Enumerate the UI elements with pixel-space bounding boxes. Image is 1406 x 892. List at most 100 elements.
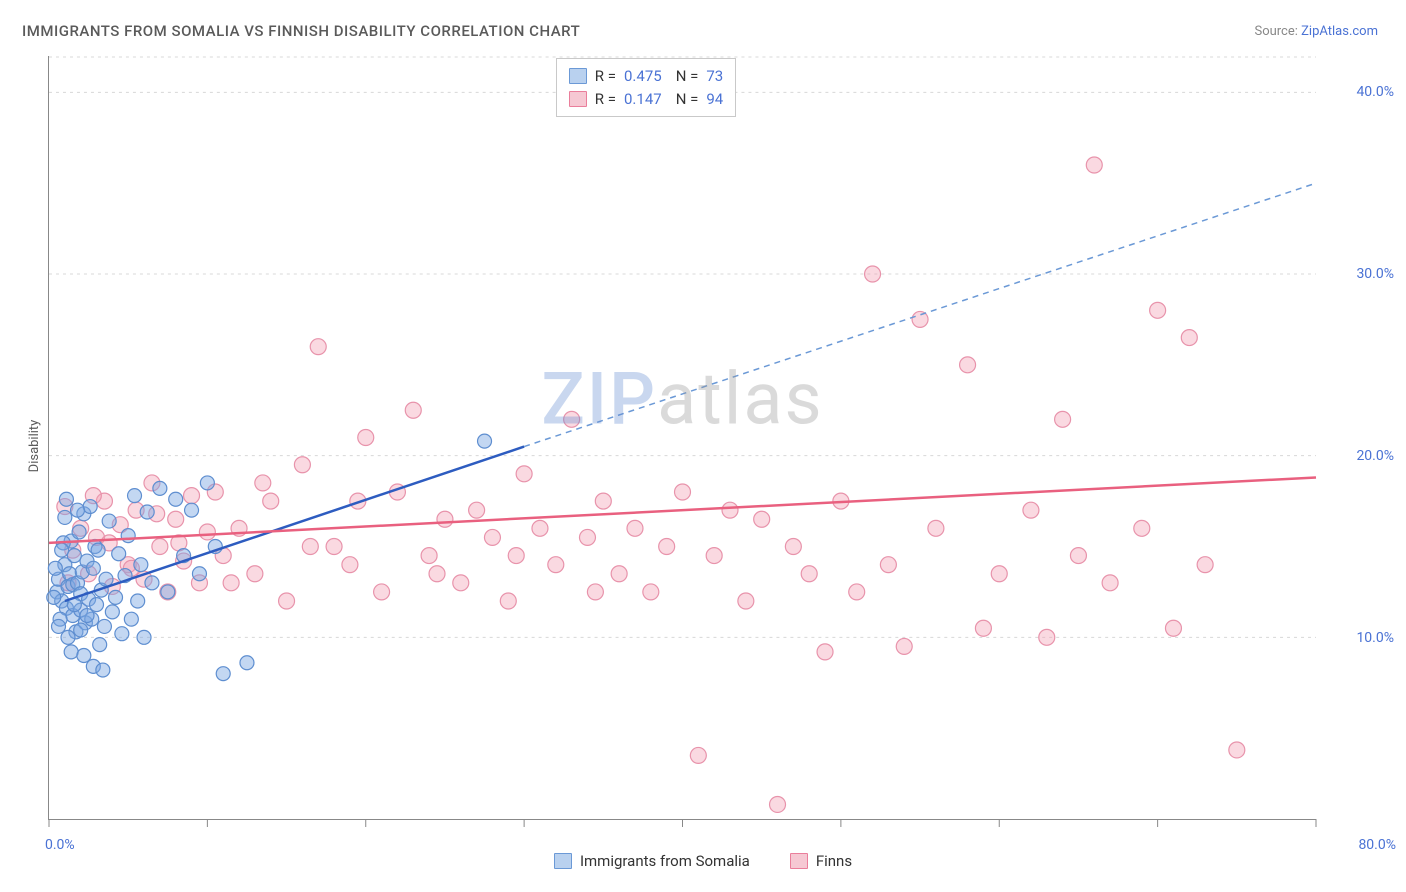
scatter-point (97, 619, 111, 633)
plot-area: ZIPatlas R = 0.475 N = 73 R = 0.147 N = … (48, 56, 1316, 820)
scatter-point (185, 503, 199, 517)
scatter-point (161, 585, 175, 599)
scatter-point (105, 605, 119, 619)
scatter-point (437, 511, 453, 527)
scatter-point (240, 656, 254, 670)
scatter-point (912, 311, 928, 327)
y-tick-label: 20.0% (1356, 448, 1394, 464)
scatter-point (74, 623, 88, 637)
scatter-point (429, 566, 445, 582)
scatter-point (991, 566, 1007, 582)
scatter-point (801, 566, 817, 582)
scatter-point (86, 561, 100, 575)
scatter-point (1055, 411, 1071, 427)
scatter-point (1165, 620, 1181, 636)
scatter-point (199, 524, 215, 540)
scatter-point (896, 638, 912, 654)
scatter-point (102, 514, 116, 528)
scatter-point (500, 593, 516, 609)
scatter-point (216, 667, 230, 681)
scatter-point (124, 612, 138, 626)
scatter-point (564, 411, 580, 427)
scatter-point (134, 558, 148, 572)
scatter-point (59, 492, 73, 506)
scatter-point (93, 638, 107, 652)
scatter-point (61, 630, 75, 644)
scatter-point (342, 557, 358, 573)
scatter-point (587, 584, 603, 600)
scatter-point (358, 430, 374, 446)
scatter-point (99, 572, 113, 586)
scatter-point (310, 339, 326, 355)
scatter-point (71, 503, 85, 517)
scatter-point (611, 566, 627, 582)
scatter-point (223, 575, 239, 591)
stats-row-finns: R = 0.147 N = 94 (569, 88, 723, 111)
scatter-point (405, 402, 421, 418)
scatter-point (516, 466, 532, 482)
scatter-point (1070, 548, 1086, 564)
y-tick-label: 40.0% (1356, 84, 1394, 100)
scatter-point (115, 627, 129, 641)
scatter-point (754, 511, 770, 527)
legend-label-finns: Finns (816, 852, 852, 870)
correlation-chart: IMMIGRANTS FROM SOMALIA VS FINNISH DISAB… (0, 0, 1406, 892)
scatter-point (77, 649, 91, 663)
source-label: Source: (1254, 24, 1301, 39)
scatter-point (247, 566, 263, 582)
scatter-point (184, 488, 200, 504)
scatter-point (1229, 742, 1245, 758)
scatter-point (192, 567, 206, 581)
scatter-point (47, 590, 61, 604)
scatter-point (96, 663, 110, 677)
swatch-finns (569, 91, 587, 107)
scatter-point (643, 584, 659, 600)
r-value-finns: 0.147 (624, 88, 662, 111)
scatter-point (579, 529, 595, 545)
scatter-point (263, 493, 279, 509)
scatter-point (508, 548, 524, 564)
scatter-point (200, 476, 214, 490)
n-label: N = (676, 65, 699, 88)
scatter-point (975, 620, 991, 636)
scatter-point (48, 561, 62, 575)
scatter-point (121, 529, 135, 543)
stats-legend-box: R = 0.475 N = 73 R = 0.147 N = 94 (556, 58, 736, 117)
scatter-point (302, 539, 318, 555)
scatter-point (80, 609, 94, 623)
scatter-point (109, 590, 123, 604)
y-tick-label: 30.0% (1356, 266, 1394, 282)
scatter-point (83, 500, 97, 514)
bottom-legend: Immigrants from Somalia Finns (0, 852, 1406, 870)
scatter-point (722, 502, 738, 518)
scatter-point (421, 548, 437, 564)
stats-row-somalia: R = 0.475 N = 73 (569, 65, 723, 88)
x-max-label: 80.0% (1358, 837, 1396, 853)
scatter-point (1181, 330, 1197, 346)
source-link[interactable]: ZipAtlas.com (1301, 24, 1378, 39)
scatter-point (326, 539, 342, 555)
scatter-point (532, 520, 548, 536)
y-tick-label: 10.0% (1356, 630, 1394, 646)
legend-item-somalia: Immigrants from Somalia (554, 852, 750, 870)
scatter-point (453, 575, 469, 591)
scatter-point (140, 505, 154, 519)
y-axis-label: Disability (27, 420, 42, 473)
swatch-somalia (569, 68, 587, 84)
scatter-point (469, 502, 485, 518)
scatter-point (659, 539, 675, 555)
scatter-point (168, 511, 184, 527)
x-origin-label: 0.0% (45, 837, 75, 853)
scatter-point (152, 539, 168, 555)
scatter-point (548, 557, 564, 573)
scatter-point (153, 481, 167, 495)
scatter-point (738, 593, 754, 609)
scatter-point (1023, 502, 1039, 518)
scatter-point (478, 434, 492, 448)
n-value-finns: 94 (706, 88, 723, 111)
scatter-point (865, 266, 881, 282)
scatter-point (690, 747, 706, 763)
scatter-point (1102, 575, 1118, 591)
scatter-point (279, 593, 295, 609)
scatter-point (1039, 629, 1055, 645)
